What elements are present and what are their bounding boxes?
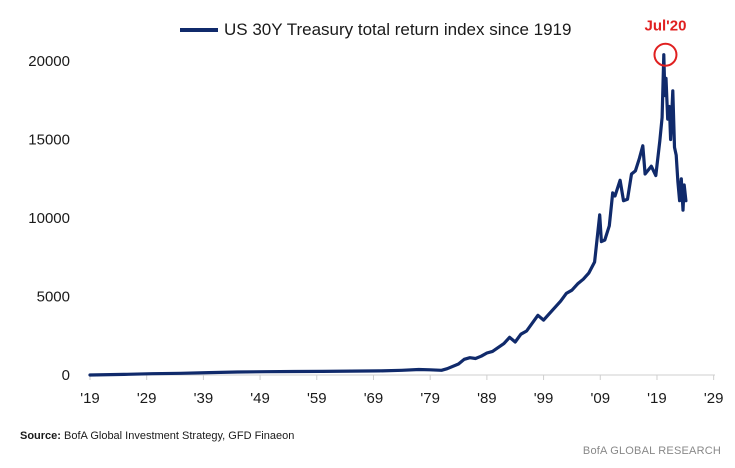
x-tick-label: '19 — [647, 390, 667, 407]
x-tick-label: '99 — [534, 390, 554, 407]
legend-swatch — [180, 28, 218, 32]
x-tick-label: '29 — [704, 390, 724, 407]
y-tick-label: 10000 — [28, 210, 70, 227]
x-tick-label: '09 — [590, 390, 610, 407]
source-text: BofA Global Investment Strategy, GFD Fin… — [60, 430, 295, 442]
series-layer — [88, 53, 688, 377]
y-tick-label: 15000 — [28, 132, 70, 149]
y-tick-label: 5000 — [37, 289, 70, 306]
x-tick-label: '39 — [194, 390, 214, 407]
annotation-layer: Jul'20 — [645, 18, 687, 67]
footer-brand: BofA GLOBAL RESEARCH — [582, 445, 721, 457]
x-tick-label: '29 — [137, 390, 157, 407]
x-axis-ticks: '19 '29 '39 '49 '59 '69 '79 '89 '99 '09 '19 '29 — [80, 375, 723, 407]
annotation-circle — [653, 42, 678, 67]
series-line — [88, 53, 688, 377]
x-tick-label: '49 — [250, 390, 270, 407]
source-note: Source: BofA Global Investment Strategy,… — [20, 430, 294, 442]
x-tick-label: '89 — [477, 390, 497, 407]
source-label: Source: — [20, 430, 61, 442]
x-tick-label: '59 — [307, 390, 327, 407]
x-tick-label: '79 — [420, 390, 440, 407]
y-tick-label: 20000 — [28, 53, 70, 70]
annotation-label: Jul'20 — [645, 18, 687, 35]
legend: US 30Y Treasury total return index since… — [180, 20, 571, 40]
y-axis-ticks: 0 5000 10000 15000 20000 — [28, 53, 70, 384]
y-tick-label: 0 — [62, 367, 70, 384]
x-tick-label: '19 — [80, 390, 100, 407]
legend-label: US 30Y Treasury total return index since… — [224, 20, 572, 39]
x-tick-label: '69 — [364, 390, 384, 407]
